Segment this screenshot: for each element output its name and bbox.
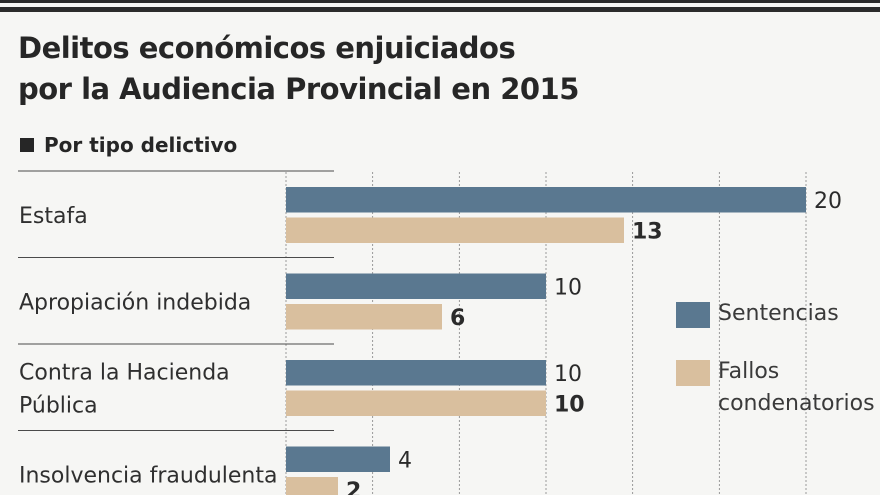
category-label-2-line-1: Pública <box>19 394 98 419</box>
chart-title-line-2: por la Audiencia Provincial en 2015 <box>18 72 579 106</box>
value-label-sentencias-0: 20 <box>814 189 842 214</box>
value-label-fallos-3: 2 <box>346 479 361 495</box>
category-label-3: Insolvencia fraudulenta <box>19 464 277 489</box>
bar-sentencias-2 <box>286 360 546 386</box>
top-rule <box>0 0 880 13</box>
chart-subtitle: Por tipo delictivo <box>20 130 237 160</box>
bar-fallos-0 <box>286 217 624 243</box>
legend-label-fallos-line-2: condenatorios <box>718 391 875 416</box>
category-label-1: Apropiación indebida <box>19 291 251 316</box>
legend-swatch-fallos <box>676 360 710 386</box>
category-label-2-line-0: Contra la Hacienda <box>19 361 230 386</box>
chart-title: Delitos económicos enjuiciados por la Au… <box>18 28 798 110</box>
legend-swatch-sentencias <box>676 302 710 328</box>
legend-label-fallos-line-1: Fallos <box>718 359 780 384</box>
value-label-sentencias-2: 10 <box>554 362 582 387</box>
bar-sentencias-3 <box>286 446 390 472</box>
value-label-sentencias-3: 4 <box>398 448 412 473</box>
legend-label-sentencias: Sentencias <box>718 301 839 326</box>
value-label-fallos-1: 6 <box>450 306 465 331</box>
bar-sentencias-0 <box>286 187 806 213</box>
legend-label-fallos: Fallos condenatorios <box>718 356 875 420</box>
top-rule-thin <box>0 0 880 3</box>
top-rule-thick <box>0 7 880 12</box>
bar-sentencias-1 <box>286 273 546 299</box>
subtitle-label: Por tipo delictivo <box>44 133 238 157</box>
value-label-sentencias-1: 10 <box>554 275 582 300</box>
subtitle-square-icon <box>20 138 34 152</box>
legend-item-fallos: Fallos condenatorios <box>676 356 875 420</box>
value-label-fallos-2: 10 <box>554 392 585 417</box>
category-label-0: Estafa <box>19 204 88 229</box>
value-label-fallos-0: 13 <box>632 219 663 244</box>
bar-fallos-2 <box>286 390 546 416</box>
bar-fallos-1 <box>286 304 442 330</box>
chart-title-line-1: Delitos económicos enjuiciados <box>18 31 516 65</box>
legend-item-sentencias: Sentencias <box>676 298 839 330</box>
bar-fallos-3 <box>286 477 338 495</box>
